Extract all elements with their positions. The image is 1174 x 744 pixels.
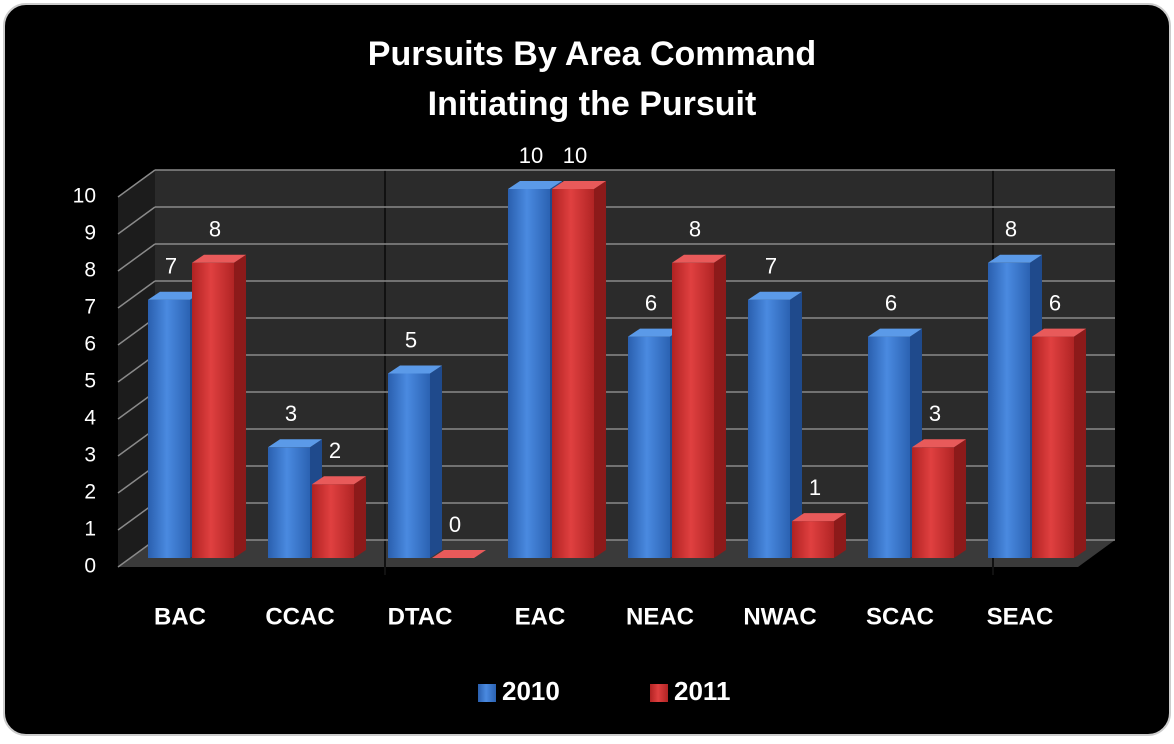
y-tick-label: 9 [84,222,96,245]
bar [792,513,846,558]
value-label: 8 [1005,217,1017,242]
bar-face [552,189,594,558]
y-tick-label: 5 [84,370,96,393]
y-tick-label: 1 [84,518,96,541]
bar-face [192,254,246,263]
bar-face [192,262,234,558]
bar-face [268,447,310,558]
x-tick-label: SEAC [987,603,1054,630]
bar-face [988,254,1042,263]
grid-line [117,206,156,235]
bar [388,365,442,558]
y-tick-label: 8 [84,259,96,282]
y-tick-label: 0 [84,555,96,578]
value-label: 2 [329,438,341,463]
legend-label: 2011 [674,676,730,706]
value-label: 7 [165,254,177,279]
bar-face [834,513,846,558]
bar-face [430,365,442,558]
chart-title: Pursuits By Area Command [368,35,816,73]
bar [192,254,246,559]
bar-face [748,299,790,558]
bar-face [432,550,486,558]
floor [118,540,1115,567]
bar-face [1032,328,1086,337]
bar-face [790,291,802,558]
bar-face [234,254,246,559]
value-label: 8 [689,217,701,242]
bar-face [912,447,954,558]
bar [432,550,486,558]
bar-face [792,513,846,522]
bar-face [552,181,606,189]
bar [912,439,966,558]
grid-line [117,243,156,272]
value-label: 3 [929,401,941,426]
value-label: 5 [405,327,417,352]
x-tick-label: BAC [154,603,206,630]
value-label: 10 [519,143,543,168]
bar-face [868,336,910,558]
x-tick-label: NEAC [626,603,694,630]
bar-face [672,254,726,263]
bar-face [954,439,966,558]
legend-swatch [478,684,496,702]
bar [552,181,606,558]
grid-line [117,169,156,198]
bar [312,476,366,558]
bar [672,254,726,559]
y-tick-label: 4 [84,407,96,430]
x-tick-label: EAC [515,603,566,630]
bar-face [1032,336,1074,558]
bar-face [628,328,682,337]
value-label: 6 [645,290,657,315]
x-tick-label: SCAC [866,603,934,630]
y-tick-label: 6 [84,333,96,356]
value-label: 3 [285,401,297,426]
bar-face [912,439,966,448]
bar-face [508,189,550,558]
value-label: 1 [809,475,821,500]
bar-face [594,181,606,558]
bar-face [312,476,366,485]
bar-face [748,291,802,300]
bar-face [148,299,190,558]
y-tick-label: 3 [84,444,96,467]
legend-label: 2010 [502,676,560,706]
chart-title: Initiating the Pursuit [428,85,757,123]
value-label: 8 [209,217,221,242]
bar-face [268,439,322,448]
value-label: 10 [563,143,587,168]
bar-face [1074,328,1086,558]
bar-face [388,365,442,374]
bar-face [354,476,366,558]
x-tick-label: DTAC [388,603,453,630]
value-label: 6 [1049,290,1061,315]
bar-face [672,262,714,558]
bar-face [628,336,670,558]
bar-face [312,484,354,558]
y-tick-label: 7 [84,296,96,319]
bar-face [792,521,834,558]
bar [748,291,802,558]
bar-face [388,373,430,558]
bar-face [868,328,922,337]
grid-line [117,280,156,309]
value-label: 0 [449,512,461,537]
bar-face [148,291,202,300]
value-label: 7 [765,254,777,279]
legend-swatch [650,684,668,702]
bar-face [508,181,562,189]
x-tick-label: NWAC [743,603,816,630]
bar-face [988,262,1030,558]
bar [1032,328,1086,558]
y-tick-label: 2 [84,481,96,504]
bar-face [714,254,726,559]
value-label: 6 [885,290,897,315]
bar [868,328,922,558]
x-tick-label: CCAC [265,603,334,630]
y-tick-label: 10 [73,185,96,208]
